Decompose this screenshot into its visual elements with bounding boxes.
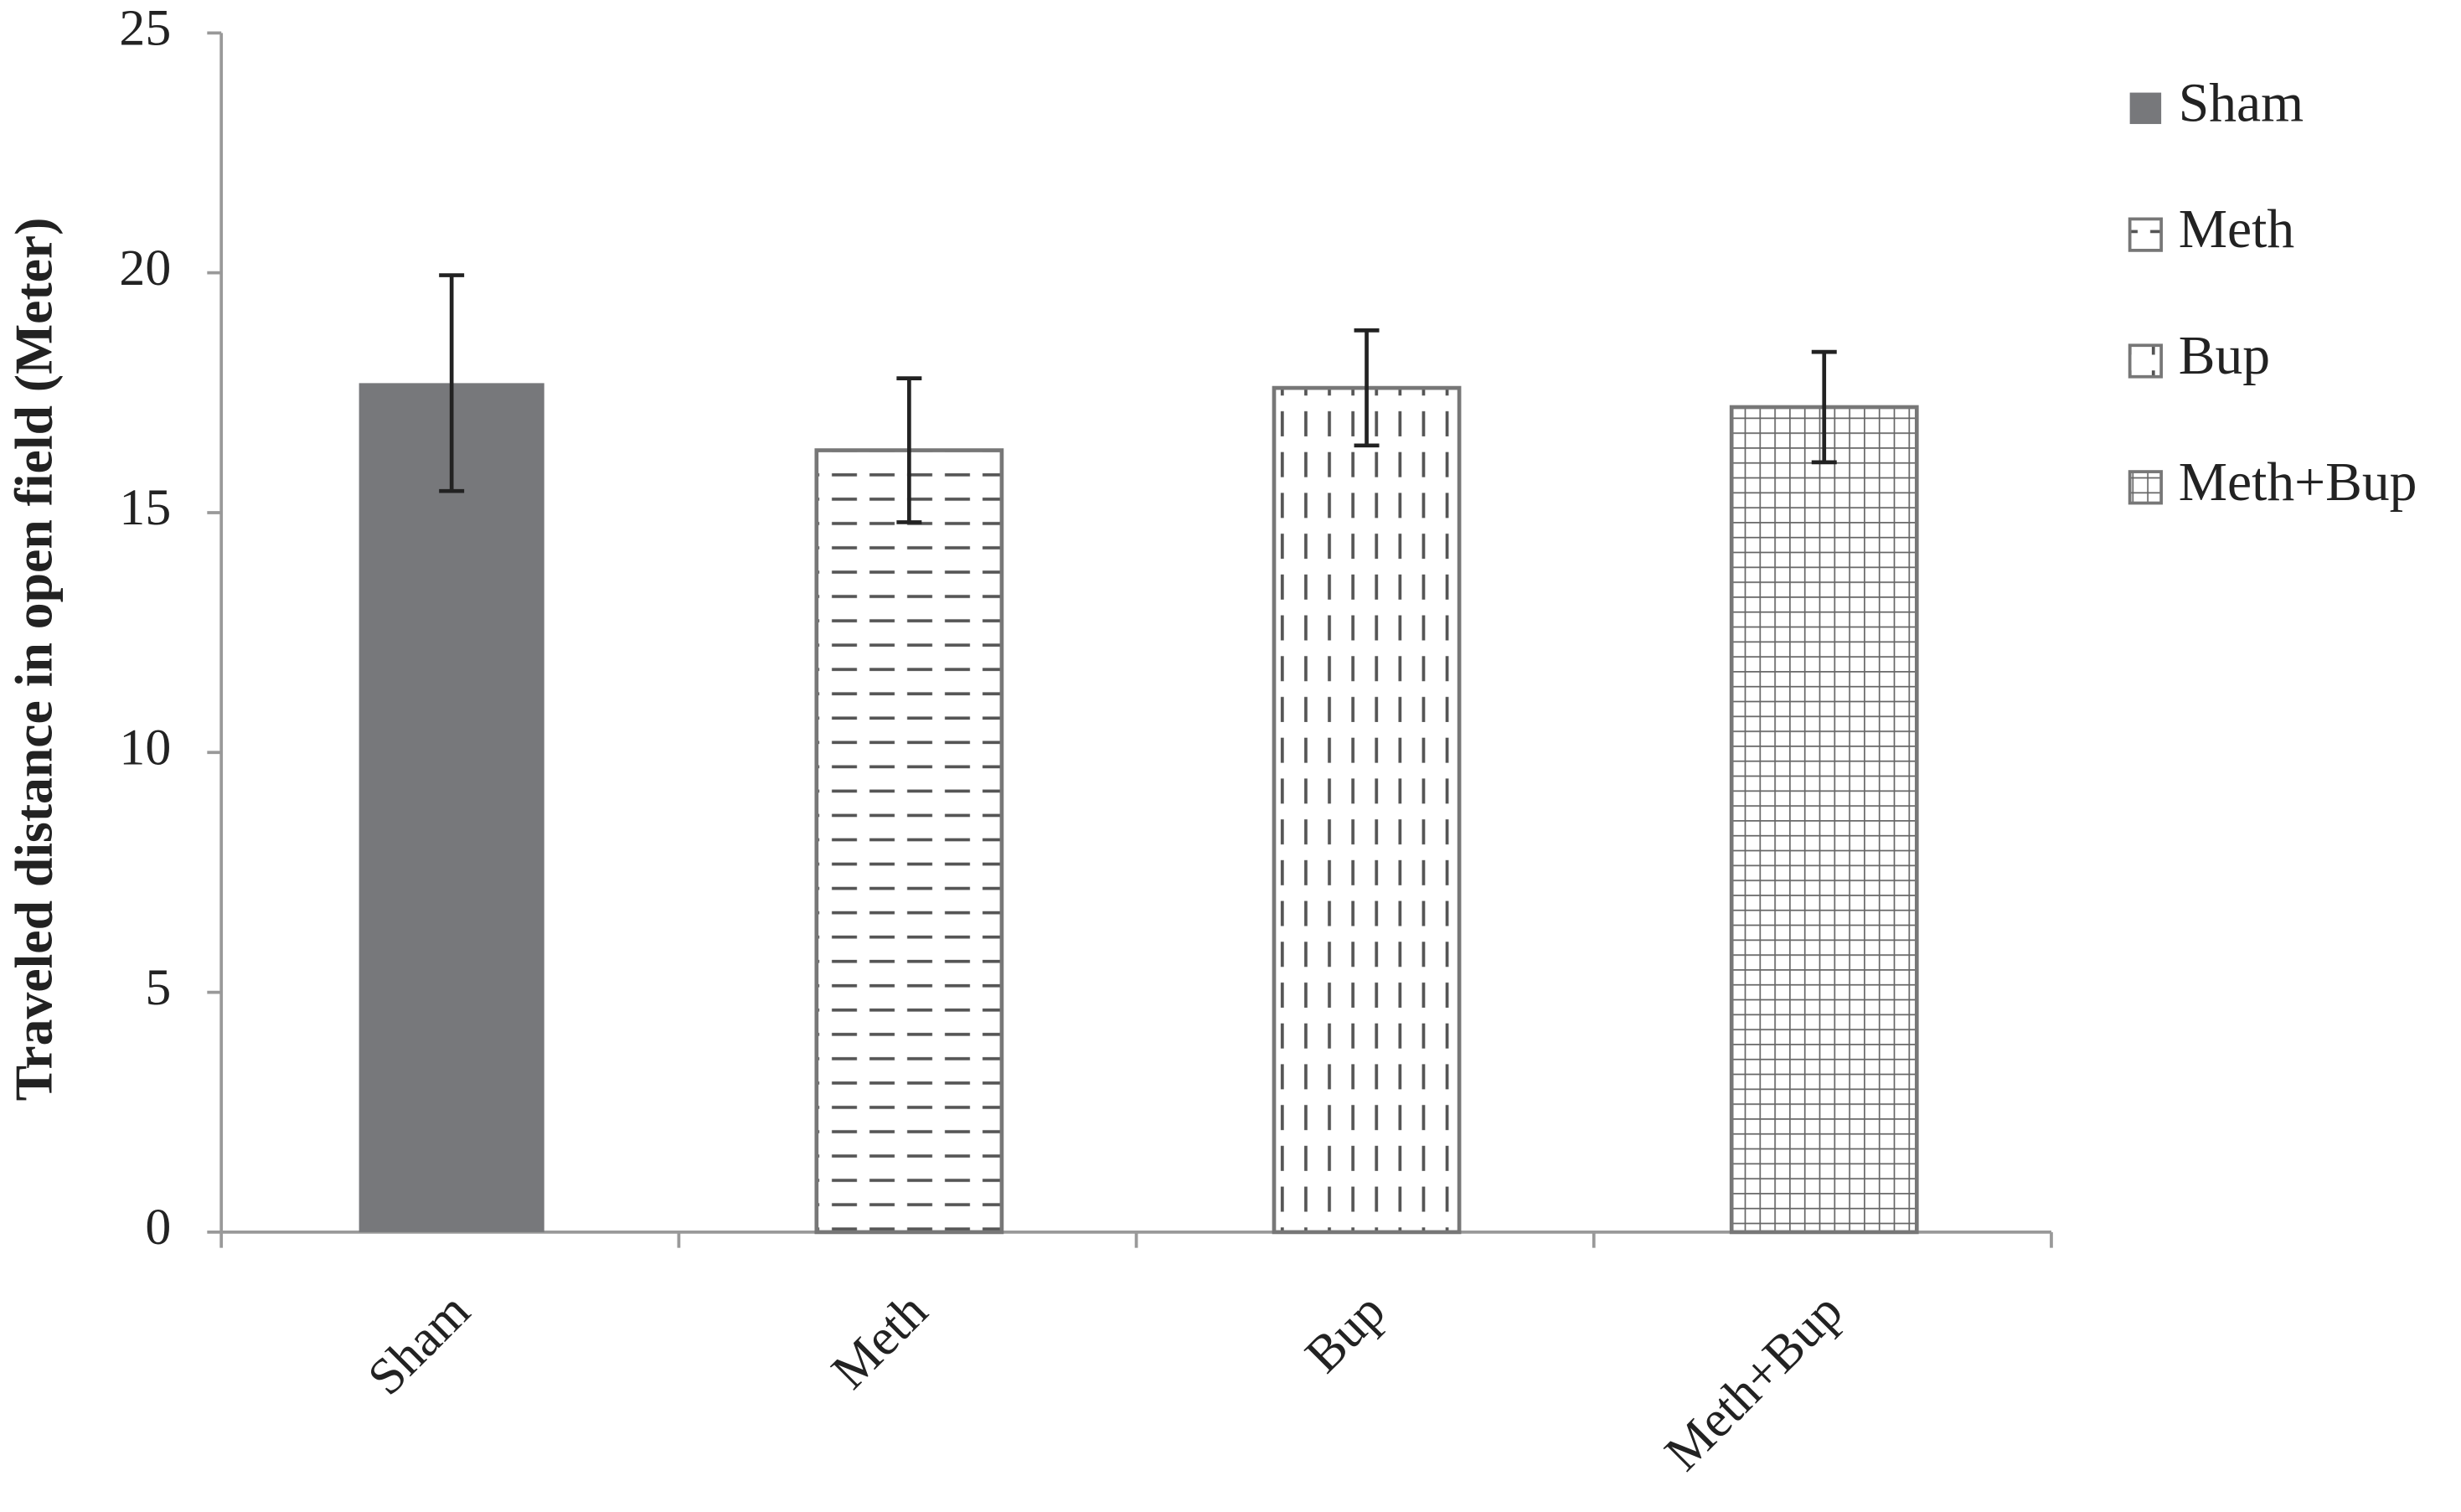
x-tick-label: Meth — [821, 1282, 938, 1400]
y-axis-label: Traveled distance in open field (Meter) — [3, 218, 63, 1102]
legend-swatch — [2129, 92, 2162, 125]
y-tick-label: 10 — [119, 719, 171, 776]
y-tick-label: 25 — [119, 0, 171, 57]
x-tick-label: Meth+Bup — [1654, 1282, 1854, 1482]
legend-label: Meth — [2179, 199, 2294, 260]
bar — [1729, 405, 1919, 1235]
legend-swatch — [2128, 343, 2163, 379]
legend-label: Bup — [2179, 326, 2270, 386]
bar — [1272, 385, 1462, 1235]
legend-label: Meth+Bup — [2179, 452, 2417, 513]
y-tick-label: 15 — [119, 479, 171, 536]
x-tick-label: Bup — [1294, 1282, 1396, 1384]
x-tick-label: Sham — [357, 1282, 481, 1406]
legend-swatch — [2128, 470, 2163, 505]
y-tick-label: 5 — [145, 959, 171, 1016]
bar — [359, 383, 544, 1232]
y-tick-label: 0 — [145, 1199, 171, 1256]
legend-label: Sham — [2179, 73, 2304, 133]
y-tick-label: 20 — [119, 240, 171, 297]
bar — [814, 448, 1004, 1235]
legend-swatch — [2128, 217, 2163, 252]
